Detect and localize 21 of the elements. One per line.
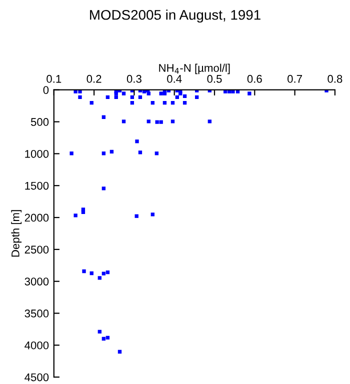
x-tick-label: 0.1 [46,74,62,83]
x-tick-label: 0.3 [126,74,142,83]
x-axis-title: NH$_{4}$-N [µmol/l] [159,64,230,74]
y-tick-label: 4000 [24,341,49,350]
y-tick-label: 4500 [24,373,49,382]
x-tick-label: 0.2 [86,74,102,83]
y-tick-label: 1500 [25,182,49,190]
y-tick-label: 2000 [24,214,49,222]
x-tick-label: 0.6 [247,74,262,83]
y-tick-label: 2500 [24,246,49,254]
x-tick-label: 0.7 [288,74,302,83]
y-tick-label: 1000 [25,150,49,158]
x-tick-label: 0.8 [328,74,342,83]
y-axis-title: Depth [m] [11,210,22,257]
y-tick-label: 3500 [24,310,49,318]
x-tick-label: 0.4 [167,74,182,83]
chart-title: MODS2005 in August, 1991 [90,10,260,23]
x-tick-label: 0.5 [207,74,222,83]
y-tick-label: 500 [30,118,49,126]
y-tick-label: 0 [43,86,49,94]
y-tick-label: 3000 [24,278,49,286]
